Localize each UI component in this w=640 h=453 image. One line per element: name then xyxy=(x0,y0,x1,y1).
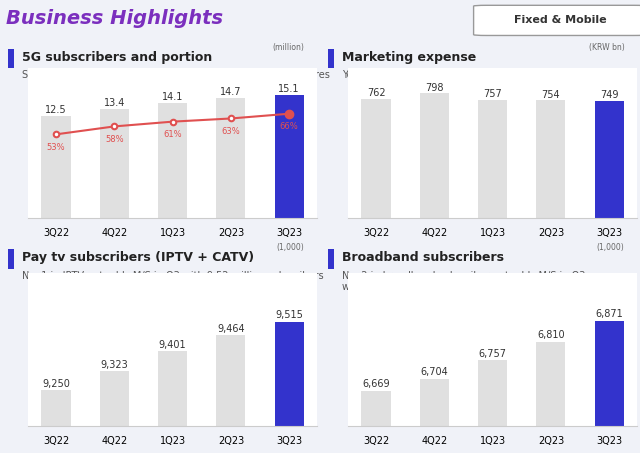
Text: (million): (million) xyxy=(273,43,305,53)
Text: 6,871: 6,871 xyxy=(595,309,623,319)
Bar xyxy=(478,100,507,218)
Text: 9,250: 9,250 xyxy=(42,379,70,389)
Bar xyxy=(100,371,129,453)
Text: Slower but continued subscriber growth as 5G market matures: Slower but continued subscriber growth a… xyxy=(22,70,330,80)
Text: 6,669: 6,669 xyxy=(362,379,390,389)
Bar xyxy=(42,116,70,218)
Text: No. 1 in IPTV net adds M/S in Q3 with 9.52 million subscribers: No. 1 in IPTV net adds M/S in Q3 with 9.… xyxy=(22,270,324,280)
Bar xyxy=(158,351,187,453)
Text: 61%: 61% xyxy=(163,130,182,139)
Text: 6,704: 6,704 xyxy=(420,367,448,377)
Bar xyxy=(362,391,390,453)
Bar xyxy=(478,360,507,453)
Text: 66%: 66% xyxy=(280,122,298,131)
Bar xyxy=(158,103,187,218)
Text: Fixed & Mobile: Fixed & Mobile xyxy=(514,15,606,25)
Text: Marketing expense: Marketing expense xyxy=(342,51,476,64)
Bar xyxy=(420,93,449,218)
Text: 58%: 58% xyxy=(105,135,124,144)
Text: (1,000): (1,000) xyxy=(276,243,305,251)
Text: 6,757: 6,757 xyxy=(479,349,507,359)
Bar xyxy=(536,100,566,218)
Text: 762: 762 xyxy=(367,88,385,98)
Text: 9,464: 9,464 xyxy=(217,323,244,333)
Bar xyxy=(275,322,304,453)
Text: 14.1: 14.1 xyxy=(162,92,183,102)
Text: 6,810: 6,810 xyxy=(537,330,564,340)
Text: 9,401: 9,401 xyxy=(159,340,186,350)
Bar xyxy=(595,101,624,218)
Text: Broadband subscribers: Broadband subscribers xyxy=(342,251,504,264)
Text: 798: 798 xyxy=(425,83,444,93)
FancyBboxPatch shape xyxy=(328,249,333,269)
Bar xyxy=(275,95,304,218)
FancyBboxPatch shape xyxy=(8,49,13,68)
Text: 53%: 53% xyxy=(47,143,65,151)
Text: Pay tv subscribers (IPTV + CATV): Pay tv subscribers (IPTV + CATV) xyxy=(22,251,254,264)
Text: 9,323: 9,323 xyxy=(100,360,128,370)
Text: (1,000): (1,000) xyxy=(596,243,624,251)
Bar xyxy=(216,98,246,218)
Bar xyxy=(536,342,566,453)
FancyBboxPatch shape xyxy=(8,249,13,269)
FancyBboxPatch shape xyxy=(474,5,640,35)
Bar xyxy=(42,390,70,453)
Bar xyxy=(420,379,449,453)
Bar xyxy=(100,109,129,218)
FancyBboxPatch shape xyxy=(328,49,333,68)
Text: 757: 757 xyxy=(483,89,502,99)
Text: 5G subscribers and portion: 5G subscribers and portion xyxy=(22,51,212,64)
Text: (KRW bn): (KRW bn) xyxy=(589,43,624,53)
Text: 63%: 63% xyxy=(221,127,240,135)
Text: YoY and QoQ decline to maintain a stable trend: YoY and QoQ decline to maintain a stable… xyxy=(342,70,573,80)
Text: 9,515: 9,515 xyxy=(275,310,303,320)
Bar xyxy=(216,335,246,453)
Text: 15.1: 15.1 xyxy=(278,84,300,94)
Text: 749: 749 xyxy=(600,91,618,101)
Text: Business Highlights: Business Highlights xyxy=(6,9,223,28)
Bar xyxy=(595,321,624,453)
Text: 14.7: 14.7 xyxy=(220,87,242,97)
Text: 13.4: 13.4 xyxy=(104,98,125,108)
Text: 12.5: 12.5 xyxy=(45,105,67,115)
Text: No. 2 in broadband subscriber net adds M/S in Q3
with 6.87 million subscribers: No. 2 in broadband subscriber net adds M… xyxy=(342,270,586,292)
Bar xyxy=(362,99,390,218)
Text: 754: 754 xyxy=(541,90,560,100)
